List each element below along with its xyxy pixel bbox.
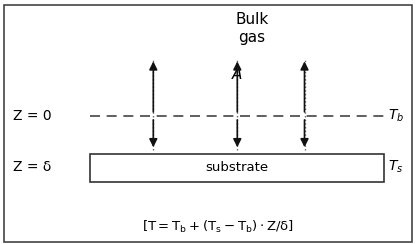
Text: A: A <box>232 67 242 82</box>
Bar <box>90 154 384 182</box>
Text: substrate: substrate <box>206 161 269 174</box>
Text: Bulk
gas: Bulk gas <box>235 12 269 45</box>
Text: $T_b$: $T_b$ <box>388 108 405 124</box>
Text: Z = δ: Z = δ <box>13 160 51 174</box>
Text: $T_s$: $T_s$ <box>388 159 404 175</box>
Text: $[\mathrm{T = T_b + (T_s - T_b) \cdot Z/\delta}]$: $[\mathrm{T = T_b + (T_s - T_b) \cdot Z/… <box>142 219 294 235</box>
Text: Z = 0: Z = 0 <box>13 109 51 123</box>
